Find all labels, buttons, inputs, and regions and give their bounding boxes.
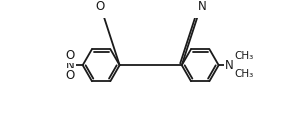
- Text: O: O: [66, 69, 75, 82]
- Text: N: N: [197, 0, 206, 13]
- Text: CH₃: CH₃: [235, 69, 254, 79]
- Text: O: O: [96, 0, 105, 13]
- Text: N: N: [66, 59, 75, 72]
- Text: O: O: [66, 49, 75, 62]
- Text: N: N: [225, 59, 234, 72]
- Text: CH₃: CH₃: [235, 51, 254, 60]
